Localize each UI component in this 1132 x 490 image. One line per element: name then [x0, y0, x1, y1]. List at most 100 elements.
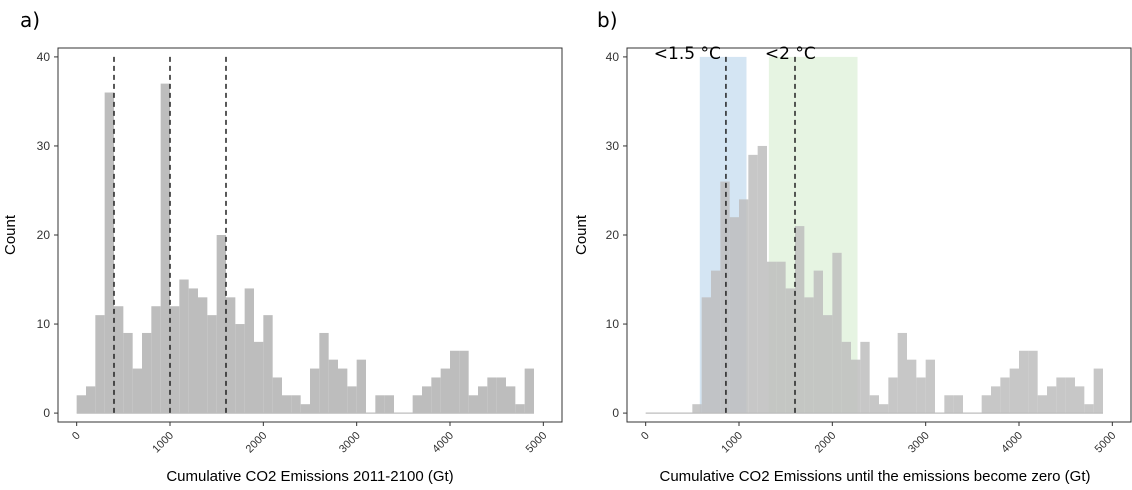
histogram-bar	[170, 306, 180, 414]
panel-b-x-axis-title: Cumulative CO2 Emissions until the emiss…	[660, 468, 1091, 485]
panel-a-y-ticks: 0 10 20 30 40	[37, 50, 58, 420]
histogram-bar	[785, 288, 795, 414]
x-tick-label: 3000	[337, 430, 363, 456]
histogram-bar	[795, 226, 805, 414]
x-tick-label: 5000	[524, 430, 550, 456]
histogram-bar	[132, 368, 142, 414]
histogram-bar	[254, 341, 264, 414]
histogram-bar	[114, 306, 124, 414]
histogram-bar	[142, 332, 152, 414]
histogram-bar	[692, 404, 702, 414]
panel-a-x-axis-title: Cumulative CO2 Emissions 2011-2100 (Gt)	[166, 468, 453, 485]
histogram-bar	[711, 270, 721, 414]
histogram-bar	[226, 297, 236, 414]
histogram-bar	[991, 386, 1001, 414]
histogram-bar	[897, 332, 907, 414]
histogram-bar	[757, 145, 767, 414]
histogram-bar	[459, 350, 469, 414]
y-tick-label: 40	[37, 50, 51, 64]
x-tick-label: 0	[639, 430, 652, 443]
histogram-bar	[879, 404, 889, 414]
histogram-bar	[720, 181, 730, 414]
panel-b-x-ticks: 0 1000 2000 3000 4000 5000	[639, 422, 1118, 455]
histogram-bar	[524, 368, 534, 414]
panel-a-bars	[76, 83, 534, 414]
histogram-bar	[412, 395, 422, 414]
y-tick-label: 10	[606, 317, 620, 331]
panel-b-bars	[645, 145, 1103, 414]
histogram-bar	[1065, 377, 1075, 414]
panel-b-y-ticks: 0 10 20 30 40	[606, 50, 627, 420]
histogram-bar	[244, 288, 254, 414]
panel-a-x-ticks: 0 1000 2000 3000 4000 5000	[70, 422, 549, 455]
y-tick-label: 30	[37, 139, 51, 153]
panel-b-y-axis-title: Count	[573, 214, 590, 255]
histogram-bar	[216, 235, 226, 414]
y-tick-label: 0	[43, 406, 50, 420]
histogram-bar	[888, 377, 898, 414]
histogram-bar	[1075, 386, 1085, 414]
histogram-bar	[804, 297, 814, 414]
histogram-bar	[487, 377, 497, 414]
y-tick-label: 40	[606, 50, 620, 64]
histogram-bar	[1009, 368, 1019, 414]
x-tick-label: 4000	[999, 430, 1025, 456]
histogram-bar	[338, 368, 348, 414]
histogram-bar	[478, 386, 488, 414]
histogram-bar	[440, 368, 450, 414]
histogram-bar	[198, 297, 208, 414]
histogram-bar	[384, 395, 394, 414]
histogram-bar	[319, 332, 329, 414]
band-label-below-2c: <2 °C	[765, 44, 816, 64]
panel-a-frame	[57, 47, 563, 423]
histogram-bar	[468, 395, 478, 414]
histogram-bar	[496, 377, 506, 414]
histogram-bar	[907, 359, 917, 414]
histogram-bar	[272, 377, 282, 414]
panel-b: b) 0 10 20 30 40 0 1000 2000 3000 4000 5000 Count…	[573, 8, 1132, 485]
histogram-bar	[701, 297, 711, 414]
histogram-bar	[431, 377, 441, 414]
histogram-bar	[1093, 368, 1103, 414]
histogram-bar	[179, 279, 189, 414]
histogram-bar	[767, 261, 777, 414]
x-tick-label: 1000	[719, 430, 745, 456]
panel-a-label: a)	[20, 8, 40, 32]
histogram-bar	[375, 395, 385, 414]
y-tick-label: 20	[606, 228, 620, 242]
histogram-bar	[422, 386, 432, 414]
histogram-bar	[981, 395, 991, 414]
histogram-bar	[95, 315, 105, 414]
histogram-bar	[841, 341, 851, 414]
panel-b-label: b)	[597, 8, 618, 32]
histogram-bar	[282, 395, 292, 414]
histogram-bar	[1000, 377, 1010, 414]
y-tick-label: 0	[612, 406, 619, 420]
histogram-bar	[860, 341, 870, 414]
x-tick-label: 2000	[813, 430, 839, 456]
histogram-bar	[869, 395, 879, 414]
histogram-bar	[151, 306, 161, 414]
histogram-bar	[123, 332, 133, 414]
histogram-bar	[729, 217, 739, 414]
histogram-bar	[356, 359, 366, 414]
panel-a: a) 0 10 20 30 40 0 1000 2000 3000 4000 5000 Count…	[2, 8, 563, 485]
histogram-bar	[1084, 404, 1094, 414]
histogram-bar	[263, 315, 273, 414]
histogram-bar	[104, 92, 114, 414]
panel-a-y-axis-title: Count	[2, 214, 19, 255]
histogram-bar	[851, 359, 861, 414]
histogram-bar	[86, 386, 96, 414]
y-tick-label: 10	[37, 317, 51, 331]
x-tick-label: 1000	[150, 430, 176, 456]
histogram-bar	[944, 395, 954, 414]
histogram-bar	[748, 154, 758, 414]
x-tick-label: 2000	[244, 430, 270, 456]
x-tick-label: 3000	[906, 430, 932, 456]
histogram-bar	[188, 288, 198, 414]
histogram-bar	[1047, 386, 1057, 414]
histogram-bar	[1019, 350, 1029, 414]
x-tick-label: 0	[70, 430, 83, 443]
histogram-bar	[1028, 350, 1038, 414]
